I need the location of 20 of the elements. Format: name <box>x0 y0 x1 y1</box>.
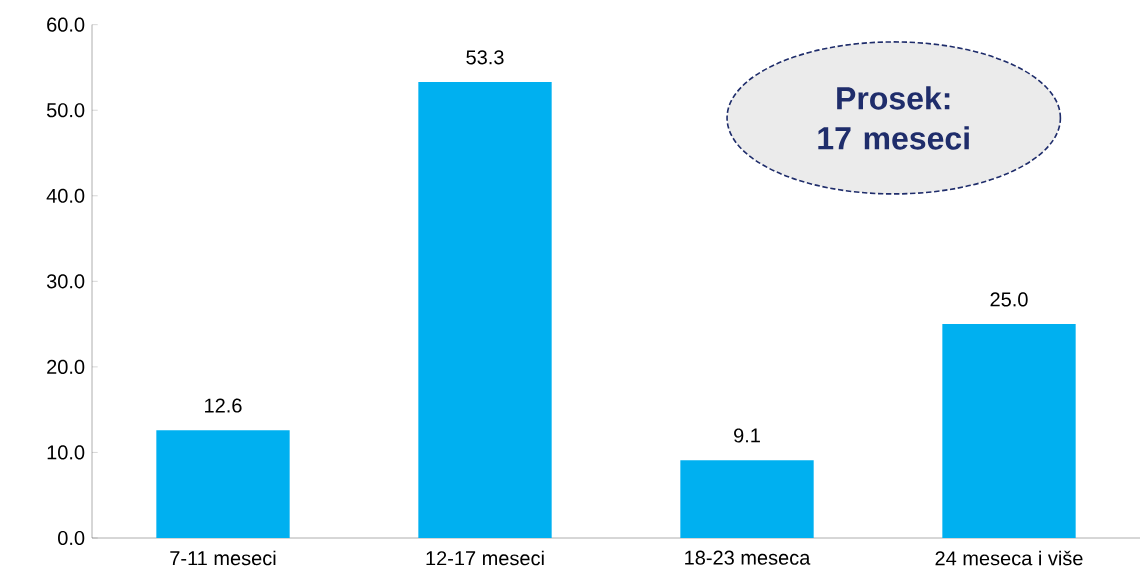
x-tick-label: 24 meseca i više <box>935 550 1083 566</box>
y-tick-label: 20.0 <box>47 359 85 374</box>
data-label: 53.3 <box>466 50 504 65</box>
data-label: 9.1 <box>734 428 760 443</box>
annotation: Prosek: 17 meseci <box>818 86 969 150</box>
y-tick-label: 10.0 <box>47 445 85 460</box>
bar <box>156 430 290 538</box>
bar <box>680 460 814 538</box>
x-tick-label: 7-11 meseci <box>170 550 276 566</box>
x-tick-label: 12-17 meseci <box>426 550 544 566</box>
y-tick-label: 0.0 <box>58 530 85 546</box>
data-label: 25.0 <box>990 292 1028 307</box>
y-tick-label: 40.0 <box>46 188 85 203</box>
data-label: 12.6 <box>205 398 242 413</box>
bar <box>418 81 552 538</box>
x-tick-label: 18-23 meseca <box>685 550 811 565</box>
y-tick-label: 30.0 <box>46 274 85 289</box>
y-tick-label: 60.0 <box>47 17 85 32</box>
y-tick-label: 50.0 <box>46 103 85 118</box>
bar <box>942 324 1076 538</box>
